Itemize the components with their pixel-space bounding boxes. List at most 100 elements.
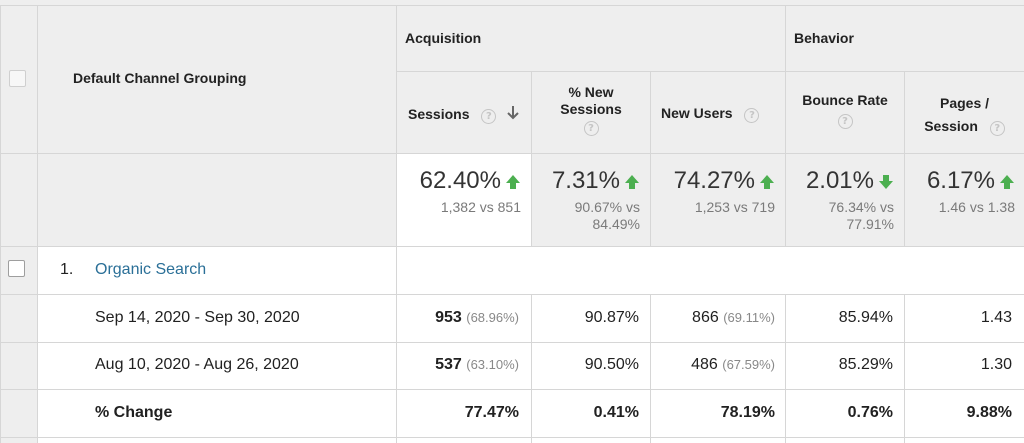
grid-line [37, 5, 38, 443]
grid-line [904, 71, 905, 246]
help-icon[interactable]: ? [837, 114, 853, 129]
pages-session-total-comparison: 1.46 vs 1.38 [938, 199, 1015, 215]
new-users-total-comparison: 1,253 vs 719 [694, 199, 775, 215]
new-users-total: 74.27% 1,253 vs 719 [651, 167, 775, 216]
new-sessions-total-value: 7.31% [551, 167, 620, 194]
up-arrow-icon [1000, 174, 1014, 189]
grid-line [0, 294, 1024, 295]
grid-line [0, 246, 1024, 247]
period-1-new-users: 866 (69.11%) [651, 309, 775, 327]
acquisition-group-header: Acquisition [405, 30, 482, 46]
change-bounce-rate: 0.76% [847, 404, 893, 421]
change-new-users: 78.19% [720, 404, 775, 421]
pages-session-header-label-line2: Session [924, 118, 978, 134]
grid-line [0, 342, 1024, 343]
bounce-rate-total: 2.01% 76.34% vs 77.91% [786, 167, 894, 233]
period-1-sessions-value: 953 [435, 309, 462, 326]
period-2-pages-session: 1.30 [980, 356, 1012, 373]
new-sessions-total-value-line: 7.31% [532, 167, 640, 195]
grid-line [785, 294, 786, 443]
behavior-group-header: Behavior [794, 30, 854, 46]
grid-line [0, 153, 1024, 154]
select-all-checkbox[interactable] [9, 70, 26, 87]
channel-link-organic-search[interactable]: Organic Search [95, 261, 207, 278]
grid-line [0, 389, 1024, 390]
grid-line [396, 5, 397, 443]
period-1-pages-session: 1.43 [980, 309, 1012, 326]
change-row-label: % Change [95, 404, 173, 421]
period-2-new-users: 486 (67.59%) [651, 356, 775, 374]
change-pages-session: 9.88% [966, 404, 1012, 421]
sessions-total: 62.40% 1,382 vs 851 [397, 167, 521, 216]
bounce-rate-total-comparison-1: 76.34% vs [828, 199, 894, 215]
grid-line [785, 5, 786, 246]
grid-line [0, 5, 1024, 6]
bounce-rate-total-value: 2.01% [805, 167, 874, 194]
grid-line [531, 294, 532, 443]
pages-session-total-value: 6.17% [926, 167, 995, 194]
help-icon[interactable]: ? [744, 108, 760, 123]
pages-session-total-value-line: 6.17% [905, 167, 1015, 195]
totals-left-background [0, 153, 396, 246]
pages-session-header-line2: Session ? [905, 115, 1024, 138]
new-sessions-total-comparison-1: 90.67% vs [574, 199, 640, 215]
change-sessions: 77.47% [464, 404, 519, 421]
up-arrow-icon [506, 174, 520, 189]
sessions-header-label: Sessions [408, 106, 470, 122]
bounce-rate-column-header[interactable]: Bounce Rate ? [786, 92, 904, 129]
grid-line [396, 71, 1024, 72]
period-2-bounce-rate: 85.29% [838, 356, 893, 373]
help-icon[interactable]: ? [989, 121, 1005, 136]
period-1-new-sessions: 90.87% [584, 309, 639, 326]
channel-row-index: 1. [60, 261, 74, 278]
up-arrow-icon [760, 174, 774, 189]
grid-line [904, 294, 905, 443]
period-2-sessions: 537 (63.10%) [397, 356, 519, 374]
period-1-bounce-rate: 85.94% [838, 309, 893, 326]
sessions-column-header[interactable]: Sessions ? [408, 105, 528, 124]
period-2-new-users-value: 486 [691, 356, 718, 373]
change-new-sessions: 0.41% [593, 404, 639, 421]
sessions-total-value: 62.40% [419, 167, 501, 194]
new-users-total-value-line: 74.27% [651, 167, 775, 195]
period-2-label: Aug 10, 2020 - Aug 26, 2020 [95, 356, 299, 373]
new-sessions-column-header[interactable]: % New Sessions ? [532, 84, 650, 136]
grid-line [0, 437, 1024, 438]
down-arrow-icon [879, 174, 893, 189]
bounce-rate-header-label: Bounce Rate [802, 92, 888, 108]
up-arrow-icon [625, 174, 639, 189]
bounce-rate-total-value-line: 2.01% [786, 167, 894, 195]
period-1-new-users-value: 866 [692, 309, 719, 326]
new-users-column-header[interactable]: New Users ? [661, 105, 760, 123]
new-users-total-value: 74.27% [673, 167, 755, 194]
grid-line [650, 71, 651, 246]
checkbox-column-background [0, 246, 37, 443]
period-2-sessions-percent: (63.10%) [466, 357, 519, 372]
row-checkbox[interactable] [8, 260, 25, 277]
new-sessions-total-comparison-2: 84.49% [592, 216, 640, 232]
pages-session-header-label-line1: Pages / [939, 95, 990, 111]
help-icon[interactable]: ? [583, 121, 599, 136]
sessions-total-comparison: 1,382 vs 851 [440, 199, 521, 215]
period-1-sessions: 953 (68.96%) [397, 309, 519, 327]
dimension-header[interactable]: Default Channel Grouping [73, 70, 247, 86]
bounce-rate-total-comparison-2: 77.91% [846, 216, 894, 232]
grid-line [650, 294, 651, 443]
period-1-sessions-percent: (68.96%) [466, 310, 519, 325]
new-sessions-header-label-line2: Sessions [560, 101, 622, 117]
new-sessions-header-label-line1: % New [568, 84, 614, 100]
totals-rest-background [531, 153, 1024, 246]
grid-line [531, 71, 532, 246]
sessions-total-value-line: 62.40% [397, 167, 521, 195]
new-users-header-label: New Users [661, 105, 733, 121]
period-1-label: Sep 14, 2020 - Sep 30, 2020 [95, 309, 300, 326]
period-1-new-users-percent: (69.11%) [723, 310, 775, 325]
new-sessions-total: 7.31% 90.67% vs 84.49% [532, 167, 640, 233]
period-2-new-sessions: 90.50% [584, 356, 639, 373]
help-icon[interactable]: ? [481, 109, 497, 124]
pages-session-column-header[interactable]: Pages / Session ? [905, 92, 1024, 138]
grid-line [0, 5, 1, 443]
period-2-sessions-value: 537 [435, 356, 462, 373]
sort-descending-icon[interactable] [506, 105, 520, 121]
totals-sessions-background [397, 153, 531, 246]
